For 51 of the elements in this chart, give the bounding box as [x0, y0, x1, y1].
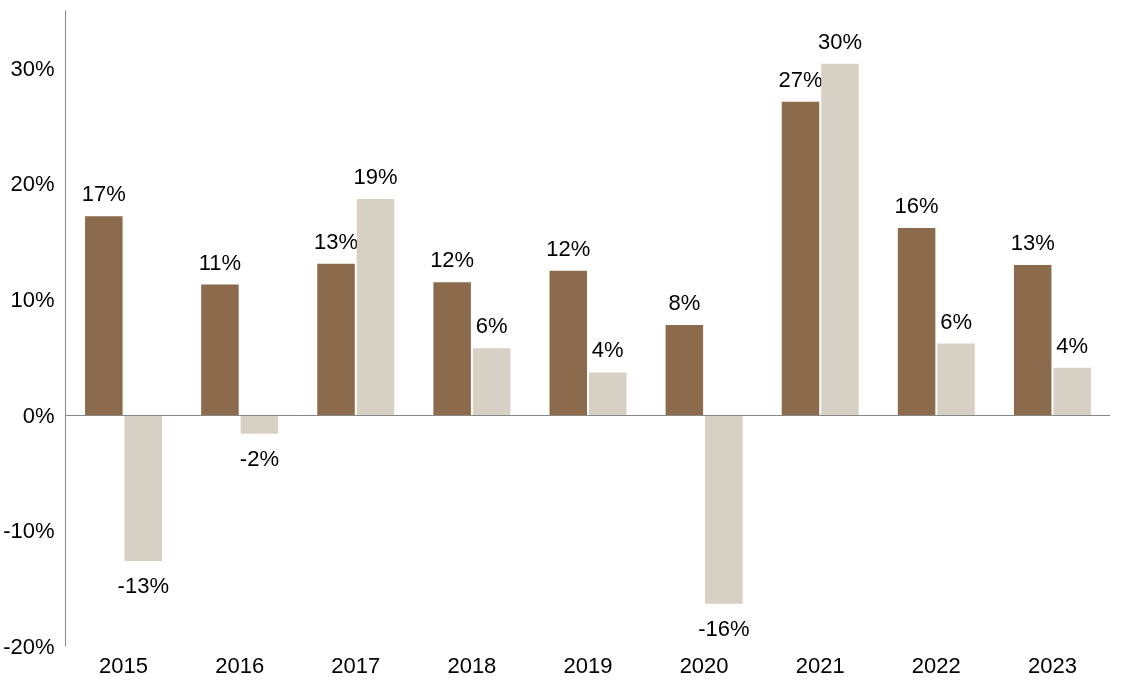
bar	[821, 63, 859, 416]
data-label: 6%	[475, 313, 508, 339]
data-label: -13%	[117, 572, 169, 598]
bar	[240, 415, 279, 434]
y-tick-label: 30%	[10, 55, 55, 81]
y-tick-label: -10%	[3, 518, 55, 544]
bar	[897, 227, 936, 416]
data-label: 17%	[81, 181, 126, 207]
bar	[937, 343, 975, 416]
x-tick-label: 2018	[447, 652, 497, 678]
data-label: 4%	[591, 337, 624, 363]
data-label: -16%	[698, 615, 750, 641]
bar	[549, 270, 588, 416]
y-tick-label: -20%	[3, 634, 55, 659]
bar	[665, 325, 704, 416]
bar	[356, 198, 395, 416]
bar	[1053, 367, 1091, 416]
y-tick-label: 20%	[10, 171, 55, 197]
data-label: 12%	[546, 235, 591, 261]
x-tick-label: 2023	[1027, 652, 1077, 678]
bar	[124, 415, 163, 561]
x-tick-label: 2021	[795, 652, 845, 678]
bar	[201, 284, 239, 416]
x-tick-label: 2015	[99, 652, 149, 678]
data-label: 16%	[894, 192, 939, 218]
x-tick-label: 2019	[563, 652, 613, 678]
bar	[85, 216, 123, 416]
bar	[588, 372, 627, 416]
bar	[317, 263, 355, 416]
data-label: 11%	[198, 249, 242, 275]
data-label: 13%	[1010, 229, 1055, 255]
bar	[705, 415, 743, 604]
data-label: 6%	[940, 308, 972, 334]
bar	[472, 348, 511, 416]
bar	[433, 282, 471, 416]
data-label: -2%	[239, 445, 279, 471]
x-tick-label: 2022	[911, 652, 961, 678]
data-label: 27%	[778, 66, 823, 92]
x-tick-label: 2020	[679, 652, 729, 678]
x-tick-label: 2017	[331, 652, 381, 678]
data-label: 30%	[817, 28, 862, 54]
data-label: 19%	[353, 163, 398, 189]
bar	[781, 101, 820, 416]
data-label: 13%	[314, 228, 359, 254]
bar	[1013, 264, 1052, 416]
data-label: 4%	[1056, 332, 1089, 358]
y-tick-label: 10%	[10, 287, 55, 313]
data-label: 12%	[430, 247, 475, 273]
data-label: 8%	[668, 290, 701, 316]
y-tick-label: 0%	[22, 402, 55, 428]
x-tick-label: 2016	[215, 652, 265, 678]
